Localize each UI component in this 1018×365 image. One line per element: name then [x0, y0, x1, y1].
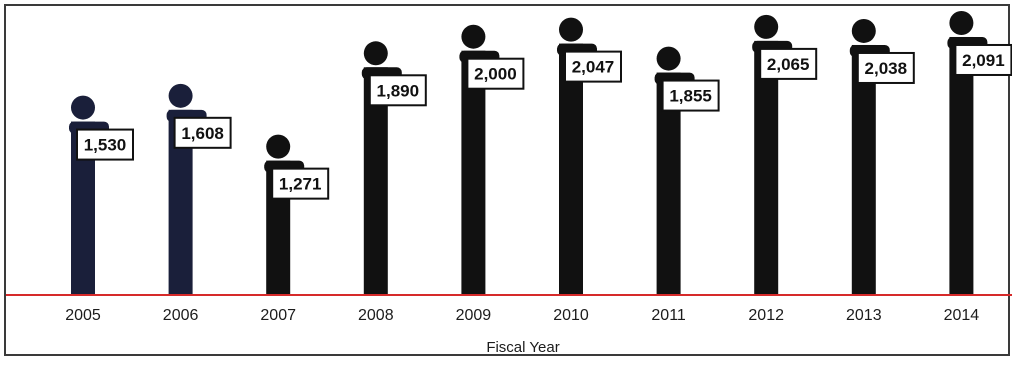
bar-head-2014 [949, 10, 974, 35]
bar-head-2011 [656, 46, 681, 71]
value-label-2013: 2,038 [865, 59, 908, 78]
bar-2013 [851, 44, 876, 295]
bar-figure-2014: 2,091 [947, 10, 1012, 295]
value-sign-2009 [466, 57, 525, 90]
x-tick-2009: 2009 [456, 307, 492, 324]
bar-figure-2005: 1,530 [69, 95, 134, 296]
bars-layer: 1,530 1,608 1,271 1,890 2,000 2,047 1,855 2,065… [69, 10, 1012, 296]
x-tick-2014: 2014 [944, 307, 980, 324]
x-tick-2008: 2008 [358, 307, 394, 324]
chart-svg: 1,530 1,608 1,271 1,890 2,000 2,047 1,855 2,065… [6, 10, 1012, 356]
bar-head-2010 [559, 17, 583, 42]
bar-figure-2009: 2,000 [459, 24, 525, 296]
bar-figure-2010: 2,047 [557, 17, 622, 296]
bar-2012 [754, 40, 779, 296]
value-sign-2006 [173, 116, 232, 149]
x-tick-2013: 2013 [846, 307, 882, 324]
value-label-2009: 2,000 [474, 65, 517, 84]
bar-figure-2008: 1,890 [361, 41, 427, 295]
bar-head-2007 [266, 134, 291, 159]
bar-2009 [461, 50, 486, 296]
x-tick-2007: 2007 [260, 307, 296, 324]
value-sign-2013 [856, 51, 915, 84]
value-label-2011: 1,855 [669, 87, 712, 106]
bar-head-2013 [851, 18, 876, 43]
value-label-2010: 2,047 [572, 58, 615, 77]
x-tick-2010: 2010 [553, 307, 589, 324]
x-tick-2012: 2012 [748, 307, 784, 324]
value-sign-2012 [759, 47, 818, 80]
bar-head-2009 [461, 24, 486, 49]
value-label-2012: 2,065 [767, 55, 810, 74]
bar-figure-2013: 2,038 [849, 18, 915, 295]
bar-2010 [559, 43, 583, 296]
value-label-2008: 1,890 [377, 81, 420, 100]
value-label-2006: 1,608 [181, 124, 224, 143]
bar-head-2012 [754, 14, 779, 39]
value-sign-2007 [271, 167, 330, 200]
x-tick-2005: 2005 [65, 307, 101, 324]
x-axis-title: Fiscal Year [486, 339, 559, 356]
x-tick-2006: 2006 [163, 307, 199, 324]
value-sign-2005 [76, 128, 134, 161]
bar-figure-2006: 1,608 [166, 83, 232, 295]
bar-figure-2012: 2,065 [752, 14, 818, 296]
bar-figure-2011: 1,855 [654, 46, 720, 295]
chart-frame: 1,530 1,608 1,271 1,890 2,000 2,047 1,855 2,065… [4, 4, 1012, 356]
bar-head-2005 [71, 95, 95, 120]
x-tick-2011: 2011 [651, 307, 686, 324]
value-sign-2014 [954, 43, 1012, 76]
bar-head-2006 [168, 83, 193, 108]
value-label-2005: 1,530 [84, 136, 127, 155]
value-sign-2008 [368, 74, 427, 107]
value-sign-2010 [564, 50, 622, 83]
value-label-2007: 1,271 [279, 175, 322, 194]
value-label-2014: 2,091 [962, 51, 1005, 70]
bar-2014 [949, 36, 974, 295]
value-sign-2011 [661, 79, 720, 112]
bar-figure-2007: 1,271 [264, 134, 330, 295]
x-tick-labels: 2005 2006 2007 2008 2009 2010 2011 2012 2013 2014 [65, 307, 979, 324]
bar-head-2008 [363, 41, 388, 66]
